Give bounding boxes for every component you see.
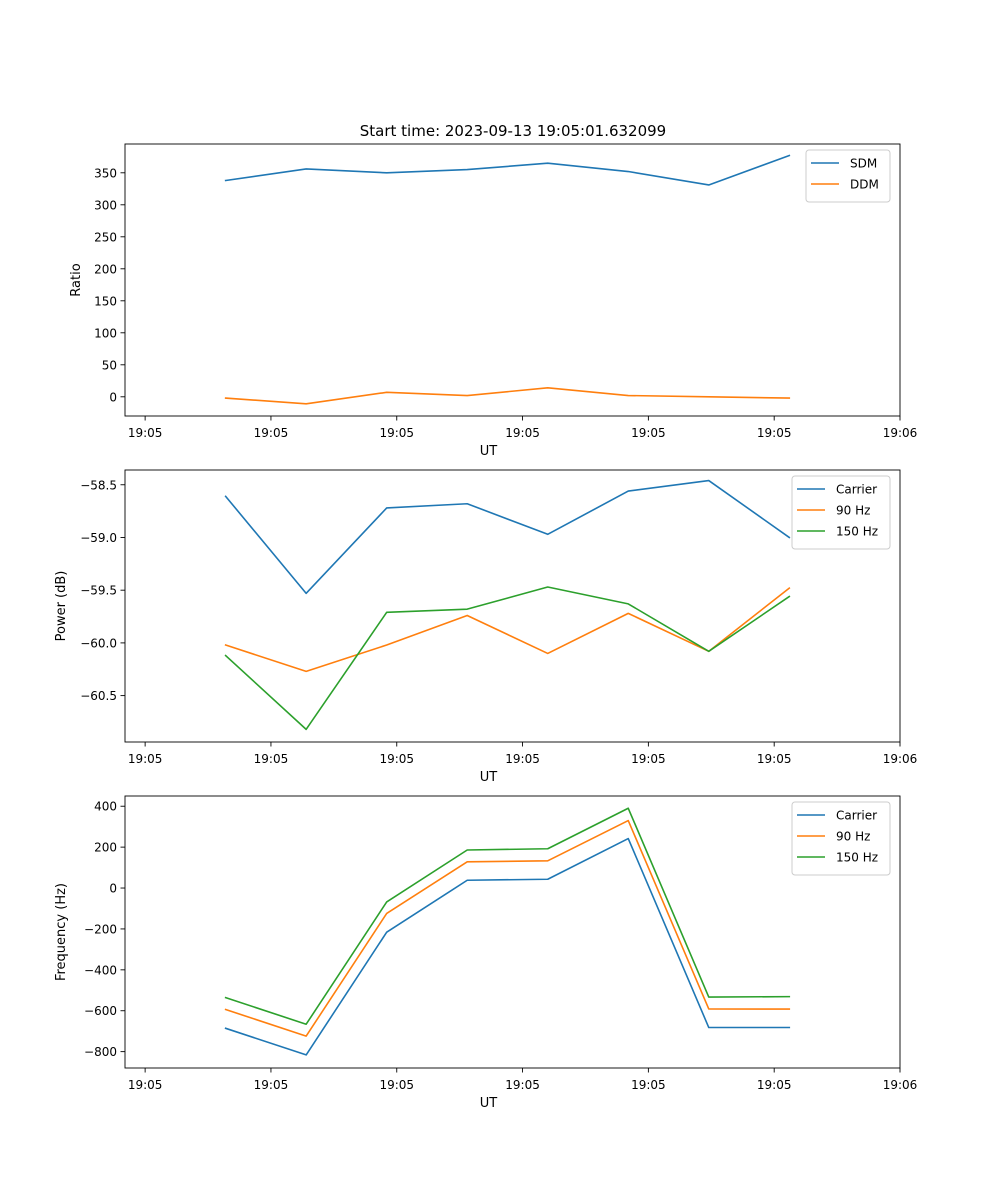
x-tick-label: 19:05: [631, 752, 666, 766]
y-tick-label: −58.5: [80, 478, 117, 492]
x-tick-label: 19:05: [128, 752, 163, 766]
x-tick-label: 19:05: [254, 752, 289, 766]
y-tick-label: −600: [84, 1004, 117, 1018]
legend-label: SDM: [850, 157, 877, 171]
series-line-150-hz: [224, 586, 791, 731]
y-axis-label: Power (dB): [54, 571, 69, 642]
legend-label: 90 Hz: [836, 504, 870, 518]
x-tick-label: 19:05: [254, 1078, 289, 1092]
y-tick-label: −60.5: [80, 689, 117, 703]
x-tick-label: 19:05: [505, 426, 540, 440]
legend-label: Carrier: [836, 809, 877, 823]
legend-label: 150 Hz: [836, 525, 878, 539]
legend-label: 150 Hz: [836, 851, 878, 865]
x-tick-label: 19:05: [254, 426, 289, 440]
y-tick-label: 150: [94, 294, 117, 308]
series-line-carrier: [224, 479, 791, 595]
y-tick-label: 250: [94, 230, 117, 244]
legend-label: DDM: [850, 178, 879, 192]
y-tick-label: −59.0: [80, 531, 117, 545]
y-tick-label: 400: [94, 800, 117, 814]
legend: Carrier 90 Hz 150 Hz: [791, 475, 891, 550]
y-tick-label: 200: [94, 262, 117, 276]
series-line-90-hz: [224, 819, 791, 1037]
y-axis-label: Frequency (Hz): [54, 883, 69, 981]
y-tick-label: −200: [84, 922, 117, 936]
legend-box: [805, 149, 891, 203]
y-tick-label: 0: [109, 390, 117, 404]
y-tick-label: 300: [94, 198, 117, 212]
x-tick-label: 19:06: [883, 426, 918, 440]
y-tick-label: 50: [102, 358, 117, 372]
x-tick-label: 19:05: [505, 1078, 540, 1092]
y-tick-label: 200: [94, 841, 117, 855]
x-tick-label: 19:05: [757, 752, 792, 766]
legend-label: 90 Hz: [836, 830, 870, 844]
series-line-150-hz: [224, 807, 791, 1026]
x-tick-label: 19:05: [757, 1078, 792, 1092]
x-tick-label: 19:05: [379, 752, 414, 766]
subplot-1: 19:05 19:05 19:05 19:05 19:05 19:05 19:06 0 50 10…: [69, 143, 918, 459]
subplot-3: 19:05 19:05 19:05 19:05 19:05 19:05 19:06 400 20…: [54, 795, 918, 1111]
x-tick-label: 19:05: [379, 426, 414, 440]
x-tick-label: 19:05: [128, 426, 163, 440]
subplot-2: 19:05 19:05 19:05 19:05 19:05 19:05 19:06 −58.5…: [54, 469, 918, 785]
legend-label: Carrier: [836, 483, 877, 497]
y-tick-label: 100: [94, 326, 117, 340]
subplots: 19:05 19:05 19:05 19:05 19:05 19:05 19:06 0 50 10…: [54, 143, 918, 1111]
y-axis-label: Ratio: [69, 263, 84, 296]
axes-frame: [124, 795, 901, 1069]
x-axis-label: UT: [480, 770, 498, 785]
axes-frame: [124, 469, 901, 743]
y-tick-label: 0: [109, 882, 117, 896]
y-tick-label: −59.5: [80, 584, 117, 598]
x-axis-label: UT: [480, 1096, 498, 1111]
legend: SDM DDM: [805, 149, 891, 203]
x-tick-label: 19:05: [631, 1078, 666, 1092]
x-tick-label: 19:06: [883, 752, 918, 766]
y-tick-label: −60.0: [80, 636, 117, 650]
series-line-carrier: [224, 837, 791, 1056]
y-tick-label: −400: [84, 963, 117, 977]
y-tick-label: −800: [84, 1045, 117, 1059]
figure-title: Start time: 2023-09-13 19:05:01.632099: [360, 122, 666, 140]
x-tick-label: 19:05: [505, 752, 540, 766]
x-tick-label: 19:05: [128, 1078, 163, 1092]
x-tick-label: 19:05: [757, 426, 792, 440]
x-axis-label: UT: [480, 444, 498, 459]
series-line-sdm: [224, 154, 791, 186]
series-line-ddm: [224, 387, 791, 405]
x-tick-label: 19:06: [883, 1078, 918, 1092]
x-tick-label: 19:05: [379, 1078, 414, 1092]
series-line-90-hz: [224, 586, 791, 673]
y-tick-label: 350: [94, 166, 117, 180]
x-tick-label: 19:05: [631, 426, 666, 440]
axes-frame: [124, 143, 901, 417]
legend: Carrier 90 Hz 150 Hz: [791, 801, 891, 876]
